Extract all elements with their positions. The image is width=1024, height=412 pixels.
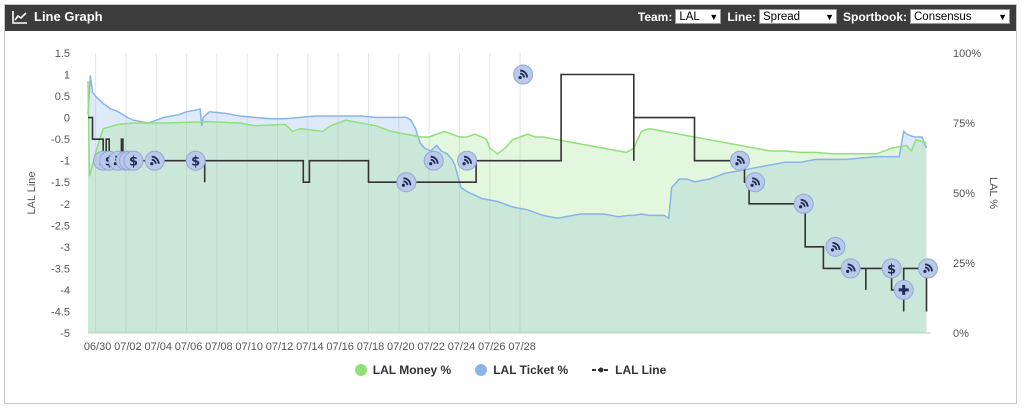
team-select-value: LAL — [679, 10, 700, 23]
line-graph-chart: 06/30 07/02 07/04 07/06 07/08 07/10 07/12 07/14… — [26, 48, 999, 353]
plus-marker-icon[interactable] — [893, 279, 914, 300]
legend-line-swatch — [592, 367, 611, 373]
money-line — [87, 80, 927, 177]
money-area — [88, 81, 927, 333]
svg-text:$: $ — [129, 155, 138, 170]
chevron-down-icon: ▼ — [998, 11, 1007, 22]
sportbook-label: Sportbook: — [843, 9, 907, 24]
signal-marker-icon[interactable] — [144, 150, 165, 171]
x-tick-label: 07/04 — [144, 341, 172, 353]
x-tick-label: 07/02 — [114, 341, 142, 353]
signal-marker-icon[interactable] — [840, 258, 861, 279]
chevron-down-icon: ▼ — [825, 11, 834, 22]
x-tick-label: 07/28 — [508, 341, 536, 353]
x-tick-label: 06/30 — [84, 341, 112, 353]
line-chart-icon — [12, 10, 27, 24]
signal-marker-icon[interactable] — [423, 150, 444, 171]
svg-text:$: $ — [887, 262, 896, 277]
y-left-tick-label: -3.5 — [51, 263, 70, 275]
dollar-marker-icon[interactable]: $ — [185, 150, 206, 171]
y-left-tick-label: -1.5 — [51, 177, 70, 189]
x-tick-label: 07/24 — [448, 341, 476, 353]
line-graph-panel: Line Graph Team: LAL ▼ Line: Spread ▼ Sportboo… — [4, 4, 1017, 404]
team-label: Team: — [637, 9, 673, 24]
signal-marker-icon[interactable] — [396, 172, 417, 193]
y-left-tick-label: -1 — [60, 156, 70, 168]
sportbook-select[interactable]: Consensus ▼ — [910, 9, 1010, 24]
signal-marker-icon[interactable] — [513, 64, 534, 85]
x-tick-label: 07/10 — [235, 341, 263, 353]
line-select[interactable]: Spread ▼ — [759, 9, 837, 24]
x-tick-label: 07/12 — [266, 341, 294, 353]
title-group: Line Graph — [12, 9, 103, 24]
x-tick-label: 07/22 — [417, 341, 445, 353]
legend-item-ticket[interactable]: LAL Ticket % — [475, 363, 568, 377]
y-right-tick-label: 100% — [953, 48, 981, 60]
legend-line-label: LAL Line — [615, 363, 667, 377]
x-tick-label: 07/06 — [175, 341, 203, 353]
chart-legend: LAL Money % LAL Ticket % LAL Line — [5, 363, 1016, 377]
legend-ticket-label: LAL Ticket % — [493, 363, 569, 377]
legend-item-line[interactable]: LAL Line — [592, 363, 666, 377]
y-left-tick-label: 0 — [64, 113, 70, 125]
page-title: Line Graph — [34, 9, 103, 24]
y-left-tick-label: -5 — [60, 328, 70, 340]
dollar-marker-icon[interactable]: $ — [123, 150, 144, 171]
x-tick-label: 07/16 — [326, 341, 354, 353]
y-right-tick-label: 0% — [953, 328, 969, 340]
y-left-tick-label: -3 — [60, 242, 70, 254]
sportbook-select-value: Consensus — [914, 10, 972, 23]
signal-marker-icon[interactable] — [729, 150, 750, 171]
y-left-tick-label: 1 — [64, 70, 70, 82]
x-tick-label: 07/20 — [387, 341, 415, 353]
y-right-tick-label: 75% — [953, 118, 975, 130]
team-select[interactable]: LAL ▼ — [675, 9, 722, 24]
y-right-axis-title: LAL % — [987, 177, 999, 209]
filter-controls: Team: LAL ▼ Line: Spread ▼ Sportbook: Consensus… — [632, 9, 1010, 24]
legend-ticket-swatch — [475, 364, 488, 376]
y-left-tick-label: -0.5 — [51, 134, 70, 146]
y-right-tick-label: 25% — [953, 258, 975, 270]
legend-money-label: LAL Money % — [372, 363, 452, 377]
x-tick-label: 07/26 — [478, 341, 506, 353]
x-tick-label: 07/18 — [357, 341, 385, 353]
signal-marker-icon[interactable] — [457, 150, 478, 171]
y-left-tick-label: -2 — [60, 199, 70, 211]
x-tick-label: 07/08 — [205, 341, 233, 353]
chevron-down-icon: ▼ — [709, 11, 719, 22]
ticket-area — [88, 75, 927, 334]
legend-money-swatch — [354, 364, 367, 376]
plot-area — [88, 53, 931, 333]
y-right-tick-label: 50% — [953, 188, 975, 200]
line-select-value: Spread — [763, 10, 801, 23]
line-label: Line: — [727, 9, 756, 24]
title-bar: Line Graph Team: LAL ▼ Line: Spread ▼ Sportboo… — [5, 5, 1016, 31]
signal-marker-icon[interactable] — [825, 236, 846, 257]
legend-item-money[interactable]: LAL Money % — [354, 363, 452, 377]
y-left-axis-title: LAL Line — [26, 171, 38, 214]
y-left-tick-label: 0.5 — [55, 91, 70, 103]
x-tick-label: 07/14 — [296, 341, 324, 353]
dollar-marker-icon[interactable]: $ — [881, 258, 902, 279]
signal-marker-icon[interactable] — [793, 193, 814, 214]
y-left-tick-label: -4 — [60, 285, 70, 297]
y-left-tick-label: -4.5 — [51, 306, 70, 318]
svg-text:$: $ — [191, 155, 200, 170]
y-left-tick-label: 1.5 — [55, 48, 70, 60]
signal-marker-icon[interactable] — [917, 258, 938, 279]
signal-marker-icon[interactable] — [745, 172, 766, 193]
y-left-tick-label: -2.5 — [51, 220, 70, 232]
